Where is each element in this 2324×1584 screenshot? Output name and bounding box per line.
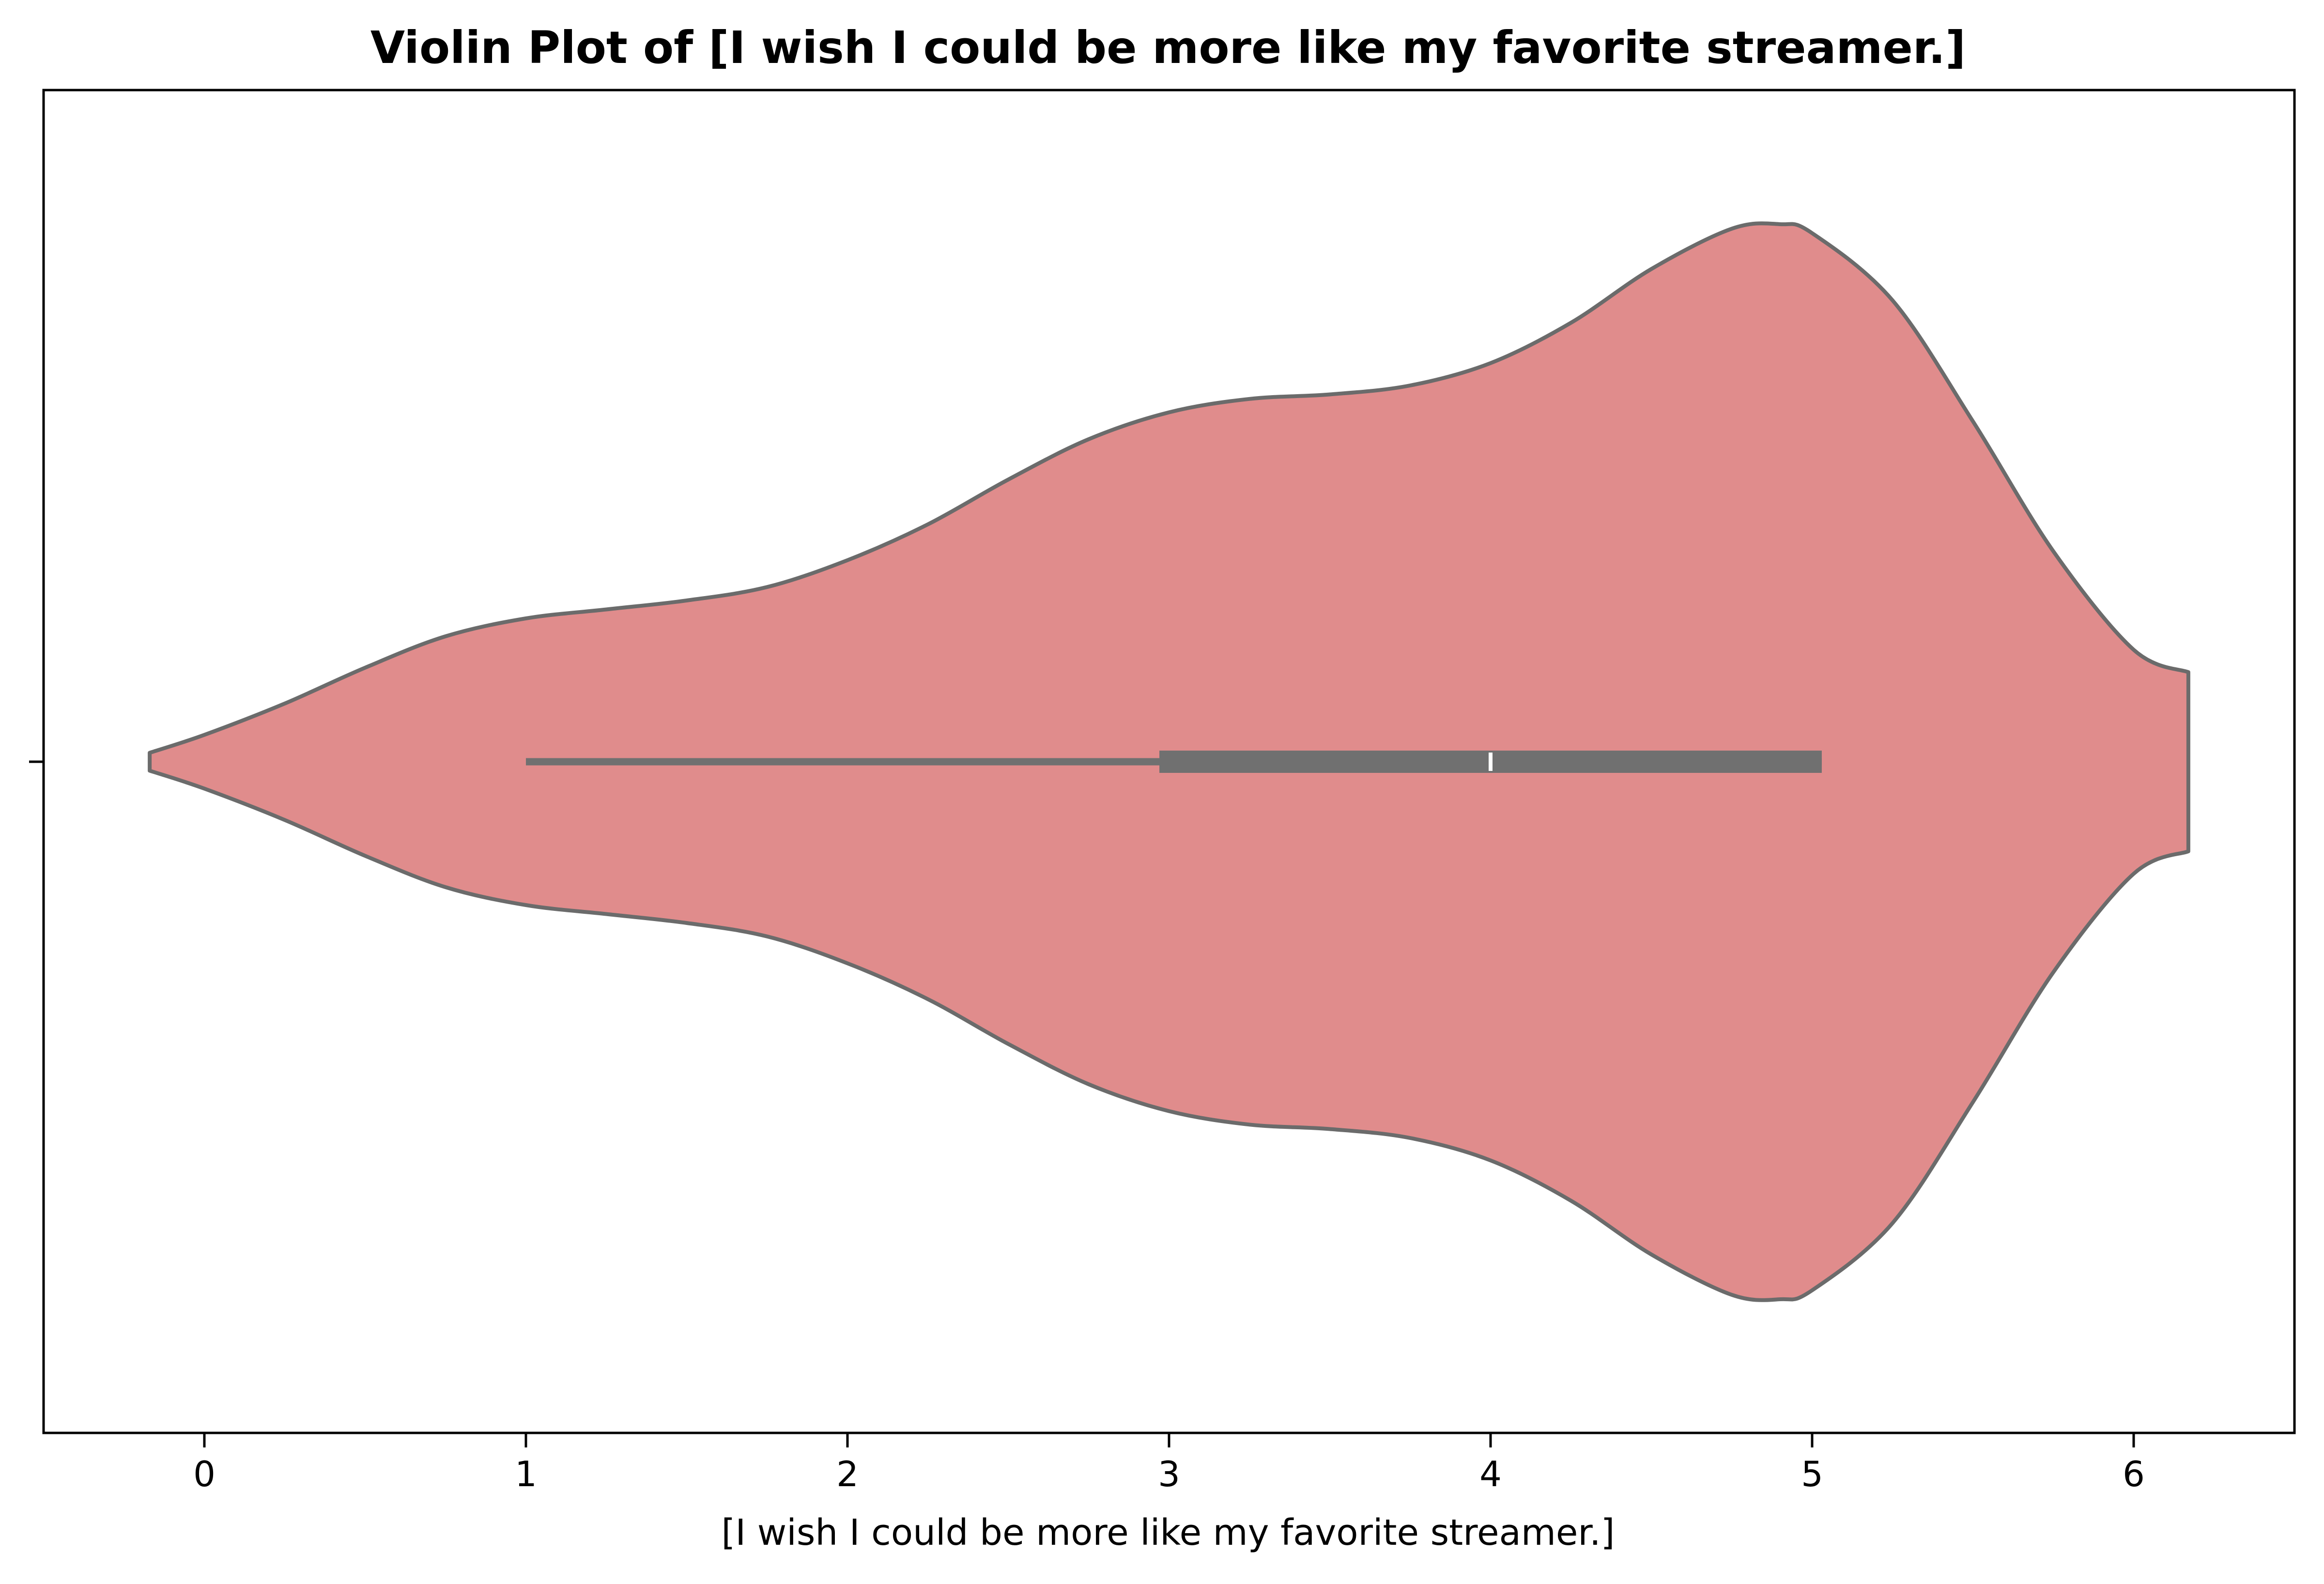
x-tick-label: 2 (836, 1454, 859, 1494)
x-axis-ticks: 0 1 2 3 4 5 6 (193, 1433, 2145, 1494)
x-tick-label: 5 (1801, 1454, 1823, 1494)
x-tick-label: 0 (193, 1454, 215, 1494)
x-tick-label: 6 (2123, 1454, 2145, 1494)
x-tick-label: 3 (1158, 1454, 1180, 1494)
chart-title: Violin Plot of [I wish I could be more l… (370, 22, 1966, 74)
x-axis-label: [I wish I could be more like my favorite… (722, 1512, 1615, 1553)
x-tick-label: 1 (515, 1454, 537, 1494)
x-tick-label: 4 (1479, 1454, 1502, 1494)
plot-area (148, 221, 2190, 1302)
